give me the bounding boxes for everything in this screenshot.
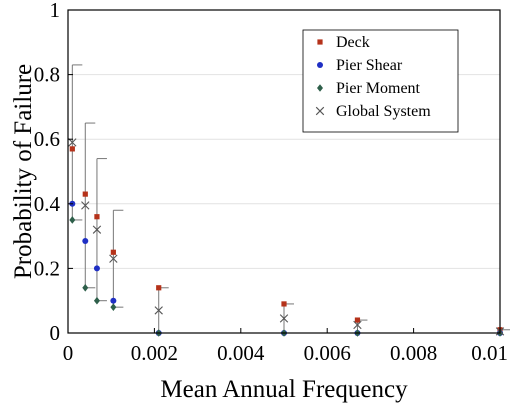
pier-moment-point [93, 296, 100, 305]
legend-deck-marker [317, 39, 323, 45]
global-system-point [81, 201, 90, 210]
pier-moment-point [82, 283, 89, 292]
deck-point [94, 214, 100, 220]
error-bar [84, 122, 96, 289]
legend-deck-label: Deck [336, 34, 370, 51]
pier-moment-point [69, 216, 76, 224]
legend-global-system-marker [315, 106, 325, 116]
error-bar [96, 158, 107, 302]
deck-point [354, 317, 361, 323]
series-deck [69, 146, 503, 333]
error-bar [71, 64, 83, 221]
pier-moment-point [110, 303, 117, 311]
y-tick-label: 0.6 [34, 127, 60, 151]
legend-pier-moment-marker [317, 84, 323, 92]
error-bar [158, 287, 169, 333]
y-tick-label: 0.8 [34, 63, 60, 87]
x-tick-label: 0.01 [471, 341, 508, 365]
x-axis-title: Mean Annual Frequency [160, 376, 408, 403]
global-system-point [154, 306, 163, 315]
global-system-point [68, 138, 77, 147]
x-tick-label: 0.008 [390, 341, 437, 365]
plot-area-frame [67, 9, 501, 334]
global-system-point [109, 254, 118, 263]
pier-shear-point [82, 237, 89, 244]
legend-box [302, 29, 459, 133]
axis-ticks: 0 0.2 0.4 0.6 0.8 1 0 0.002 0.004 0.006 0.008 0.01 [34, 0, 508, 365]
x-tick-label: 0.006 [304, 341, 351, 365]
error-bar [283, 303, 294, 333]
legend: Deck Pier Shear Pier Moment Global System [302, 29, 459, 133]
y-tick-label: 0.2 [34, 256, 60, 280]
y-tick-label: 0.4 [34, 192, 61, 216]
deck-point [69, 146, 75, 152]
deck-point [156, 285, 162, 291]
global-system-point [92, 225, 102, 234]
x-tick-label: 0 [63, 341, 74, 365]
series-pier-moment [69, 216, 503, 337]
x-tick-label: 0.004 [217, 341, 265, 365]
legend-pier-moment-label: Pier Moment [336, 80, 421, 97]
legend-pier-shear-marker [317, 62, 323, 68]
y-tick-label: 0 [50, 321, 61, 345]
legend-pier-shear-label: Pier Shear [336, 57, 403, 74]
error-bar [112, 209, 124, 308]
y-axis-title: Probability of Failure [10, 64, 37, 279]
pier-shear-point [93, 265, 100, 272]
x-tick-label: 0.002 [131, 341, 178, 365]
pier-shear-point [110, 297, 117, 304]
deck-point [82, 191, 88, 197]
y-tick-label: 1 [50, 0, 61, 22]
global-system-point [353, 320, 362, 330]
data-markers [68, 138, 505, 337]
deck-point [281, 301, 287, 307]
deck-point [110, 249, 116, 255]
legend-global-system-label: Global System [336, 103, 431, 120]
global-system-point [279, 314, 289, 323]
